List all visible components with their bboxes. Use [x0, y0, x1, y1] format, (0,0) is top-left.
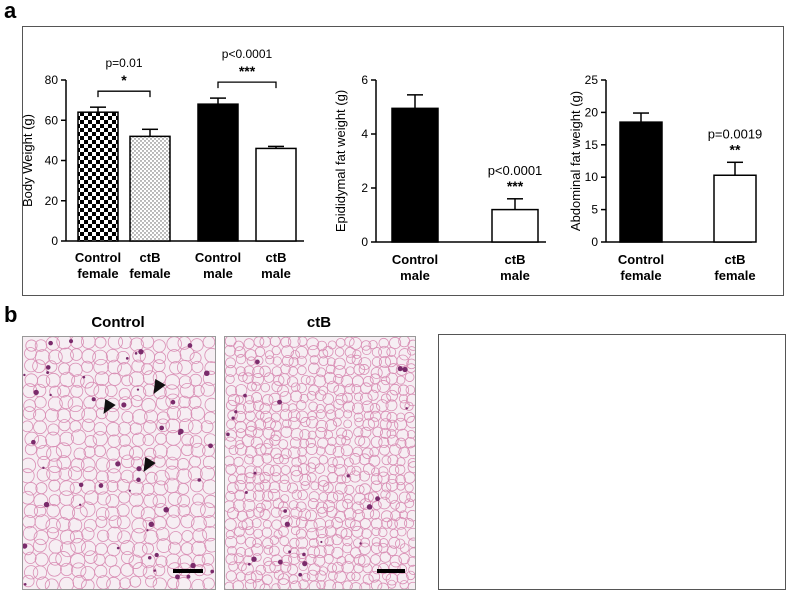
- y-tick-label: 4: [361, 127, 368, 141]
- category-label: female: [714, 268, 755, 283]
- bar: [255, 147, 297, 242]
- category-label: ctB: [266, 250, 287, 265]
- category-label: Control: [618, 252, 664, 267]
- bar: [391, 107, 439, 243]
- category-label: ctB: [725, 252, 746, 267]
- p-value-label: p<0.0001: [222, 47, 273, 61]
- y-tick-label: 40: [45, 154, 59, 168]
- significance-stars: ***: [239, 63, 256, 79]
- y-tick-label: 80: [45, 73, 59, 87]
- y-tick-label: 20: [585, 105, 599, 119]
- micrograph-control: [22, 336, 216, 590]
- category-label: Control: [75, 250, 121, 265]
- micrograph-ctb: [224, 336, 416, 590]
- p-value-label: p=0.01: [105, 56, 142, 70]
- category-label: Control: [392, 252, 438, 267]
- y-axis-label: Body Weight (g): [20, 114, 35, 207]
- bar: [129, 135, 171, 242]
- significance-stars: **: [730, 141, 741, 157]
- significance-stars: *: [121, 72, 127, 88]
- panel-letter-a: a: [4, 0, 17, 23]
- p-value-label: p=0.0019: [708, 126, 763, 141]
- category-label: ctB: [140, 250, 161, 265]
- significance-stars: ***: [507, 178, 524, 194]
- significance-bracket: [217, 81, 277, 89]
- bar: [619, 121, 663, 243]
- micrograph-title-control: Control: [91, 314, 145, 331]
- y-tick-label: 25: [585, 73, 599, 87]
- category-label: male: [261, 266, 291, 281]
- y-axis-label: Epididymal fat weight (g): [333, 90, 348, 232]
- scale-bar: [173, 569, 203, 573]
- category-label: Control: [195, 250, 241, 265]
- significance-bracket: [97, 90, 151, 98]
- cls-chart-frame: [438, 334, 786, 590]
- micrograph-title-ctb: ctB: [306, 314, 332, 331]
- y-tick-label: 0: [361, 235, 368, 249]
- y-tick-label: 6: [361, 73, 368, 87]
- y-tick-label: 15: [585, 138, 599, 152]
- category-label: male: [203, 266, 233, 281]
- y-tick-label: 5: [591, 203, 598, 217]
- y-tick-label: 0: [591, 235, 598, 249]
- y-tick-label: 10: [585, 170, 599, 184]
- category-label: ctB: [505, 252, 526, 267]
- y-tick-label: 0: [51, 234, 58, 248]
- y-tick-label: 60: [45, 113, 59, 127]
- y-tick-label: 20: [45, 194, 59, 208]
- y-tick-label: 2: [361, 181, 368, 195]
- scale-bar: [377, 569, 405, 573]
- category-label: female: [620, 268, 661, 283]
- category-label: male: [500, 268, 530, 283]
- bar: [197, 103, 239, 242]
- category-label: male: [400, 268, 430, 283]
- category-label: female: [129, 266, 170, 281]
- p-value-label: p<0.0001: [488, 163, 543, 178]
- category-label: female: [77, 266, 118, 281]
- bar: [491, 208, 539, 243]
- bar: [77, 111, 119, 242]
- y-axis-label: Abdominal fat weight (g): [568, 91, 583, 231]
- bar: [713, 174, 757, 243]
- panel-letter-b: b: [4, 302, 18, 327]
